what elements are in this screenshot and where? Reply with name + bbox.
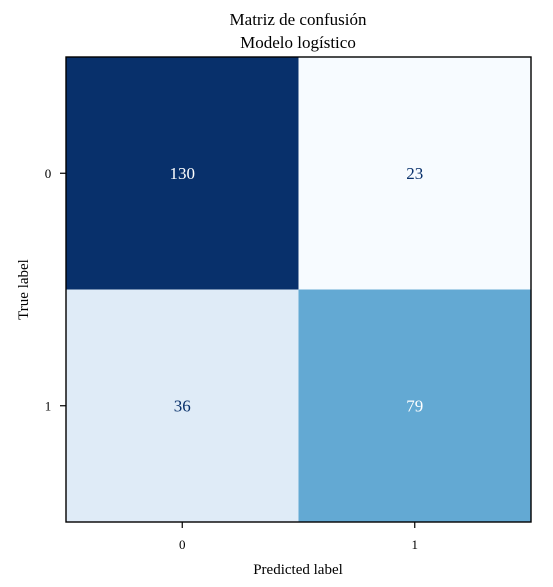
chart-subtitle: Modelo logístico (240, 33, 356, 52)
heatmap-cell (298, 57, 531, 290)
chart-title: Matriz de confusión (230, 10, 367, 29)
y-axis-label: True label (16, 259, 32, 320)
cell-value-label: 36 (174, 396, 191, 415)
cell-value-label: 130 (170, 164, 196, 183)
heatmap-cell (298, 289, 531, 522)
cell-value-label: 23 (406, 164, 423, 183)
cell-value-labels: 130 23 36 79 (170, 164, 424, 416)
x-tick-label: 0 (179, 537, 186, 552)
y-tick-label: 1 (45, 398, 52, 413)
x-tick-label: 1 (412, 537, 419, 552)
heatmap-cell (66, 57, 299, 290)
y-tick-label: 0 (45, 166, 52, 181)
plot-frame (65, 56, 532, 523)
y-axis-ticks: 01 (45, 166, 66, 413)
cell-value-label: 79 (406, 396, 423, 415)
x-axis-label: Predicted label (253, 562, 343, 578)
heatmap-cells (66, 57, 531, 522)
heatmap-cell (66, 289, 299, 522)
